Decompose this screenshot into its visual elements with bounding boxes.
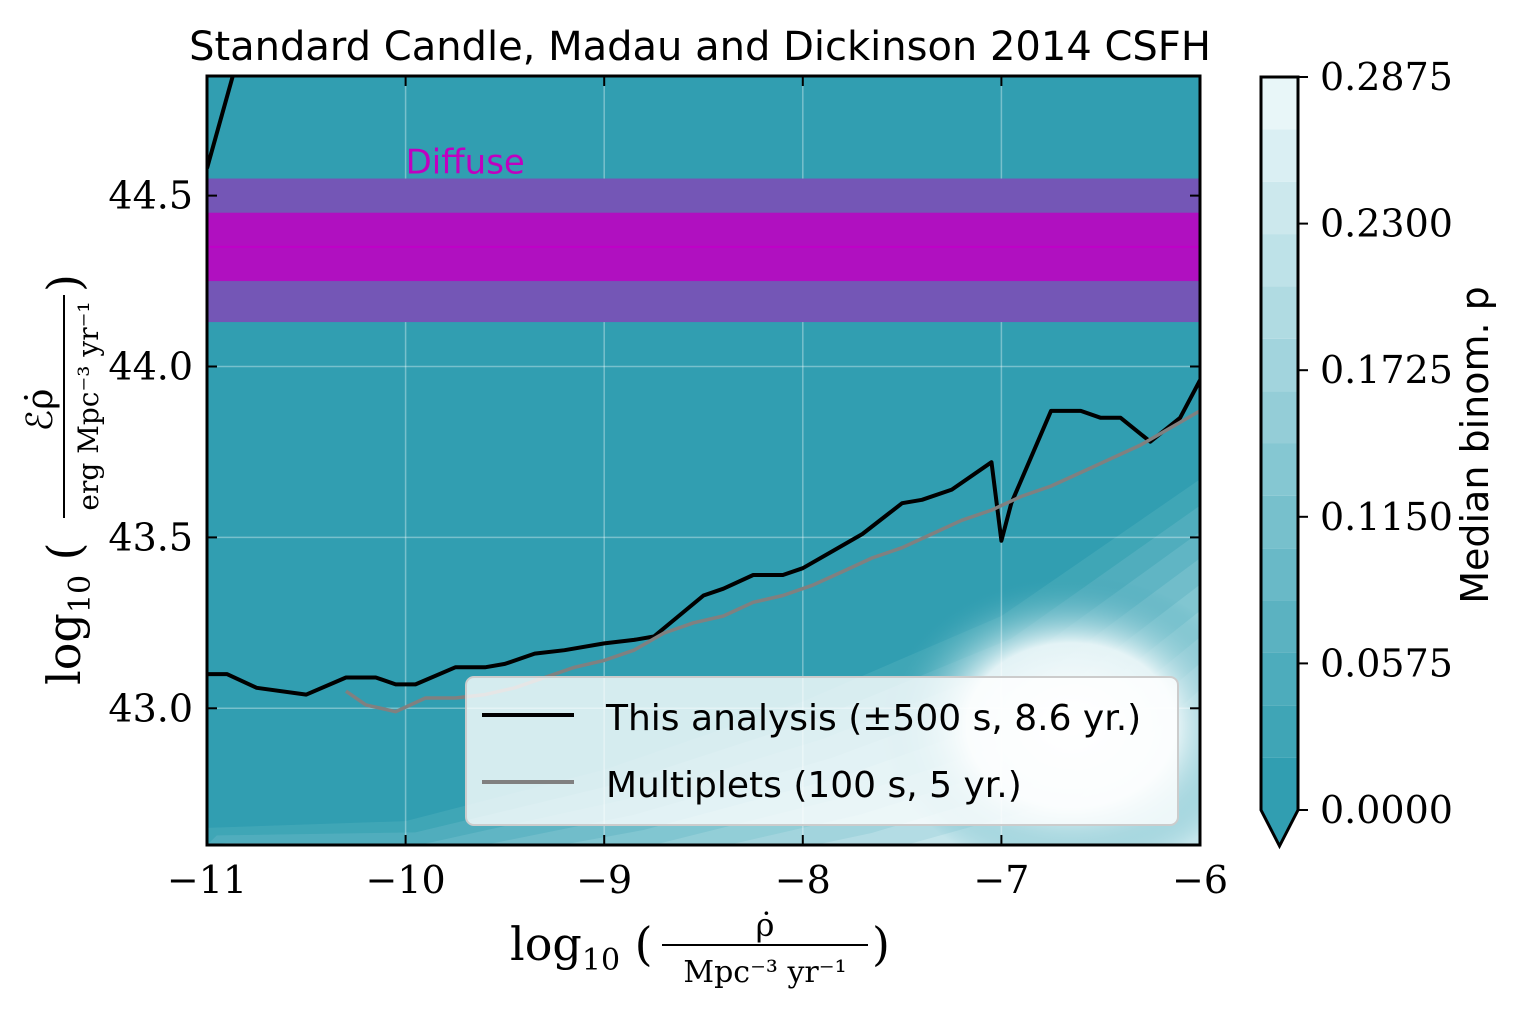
x-label-denominator: Mpc⁻³ yr⁻¹ bbox=[683, 955, 846, 990]
x-tick-label: −7 bbox=[973, 858, 1029, 902]
svg-text:): ) bbox=[37, 274, 91, 292]
y-label-log: log bbox=[37, 613, 91, 685]
colorbar-label: Median binom. p bbox=[1453, 286, 1497, 604]
legend-box bbox=[465, 676, 1179, 826]
svg-text:log10 (: log10 ( bbox=[510, 917, 653, 978]
colorbar-tick-label: 0.1725 bbox=[1320, 348, 1453, 392]
x-axis-label: log10 ( ρ̇ Mpc⁻³ yr⁻¹ ) bbox=[510, 906, 890, 990]
colorbar-level bbox=[1261, 757, 1298, 810]
series-line-this-analysis bbox=[207, 379, 1200, 697]
diffuse-band bbox=[207, 178, 1200, 323]
colorbar-level bbox=[1261, 705, 1298, 758]
svg-text:): ) bbox=[872, 917, 890, 971]
series-line-upper-segment bbox=[207, 76, 235, 169]
colorbar-level bbox=[1261, 391, 1298, 444]
diffuse-label: Diffuse bbox=[406, 142, 525, 182]
colorbar-tick-label: 0.0575 bbox=[1320, 641, 1453, 685]
x-axis: −11 −10 −9 −8 −7 −6 bbox=[167, 76, 1228, 902]
svg-text:log10 (: log10 ( bbox=[37, 542, 98, 685]
legend: This analysis (±500 s, 8.6 yr.) Multiple… bbox=[465, 676, 1179, 826]
colorbar-level bbox=[1261, 77, 1298, 130]
y-label-sub: 10 bbox=[63, 575, 98, 613]
colorbar-level bbox=[1261, 600, 1298, 653]
colorbar-level bbox=[1261, 443, 1298, 496]
colorbar-level bbox=[1261, 652, 1298, 706]
colorbar-frame bbox=[1259, 75, 1300, 850]
colorbar-level bbox=[1261, 181, 1298, 235]
colorbar-level bbox=[1261, 495, 1298, 549]
colorbar-tick-label: 0.2875 bbox=[1320, 55, 1453, 99]
x-tick-label: −9 bbox=[576, 858, 632, 902]
colorbar-level bbox=[1261, 286, 1298, 339]
y-tick-label: 43.0 bbox=[108, 686, 193, 730]
x-label-log: log bbox=[510, 917, 582, 971]
y-tick-label: 43.5 bbox=[108, 515, 193, 559]
colorbar-level bbox=[1261, 129, 1298, 182]
x-tick-label: −8 bbox=[775, 858, 831, 902]
y-label-denominator: erg Mpc⁻³ yr⁻¹ bbox=[72, 301, 105, 510]
x-tick-label: −11 bbox=[167, 858, 247, 902]
colorbar-level bbox=[1261, 338, 1298, 392]
y-axis: 43.0 43.5 44.0 44.5 bbox=[108, 174, 1200, 730]
x-tick-label: −6 bbox=[1172, 858, 1228, 902]
x-label-numerator: ρ̇ bbox=[756, 906, 775, 944]
x-tick-label: −10 bbox=[365, 858, 445, 902]
colorbar-tick-label: 0.1150 bbox=[1320, 495, 1453, 539]
y-label-numerator: ℰρ̇ bbox=[20, 389, 61, 432]
colorbar-extend-min bbox=[1261, 810, 1298, 846]
colorbar-level bbox=[1261, 548, 1298, 601]
colorbar-tick-label: 0.0000 bbox=[1320, 788, 1453, 832]
legend-label-this-analysis: This analysis (±500 s, 8.6 yr.) bbox=[605, 698, 1141, 739]
colorbar: 0.0000 0.0575 0.1150 0.1725 0.2300 0.2875 bbox=[1259, 55, 1453, 850]
colorbar-tick-label: 0.2300 bbox=[1320, 202, 1453, 246]
y-tick-label: 44.0 bbox=[108, 345, 193, 389]
y-tick-label: 44.5 bbox=[108, 174, 193, 218]
colorbar-level bbox=[1261, 234, 1298, 287]
chart-title: Standard Candle, Madau and Dickinson 201… bbox=[189, 24, 1211, 70]
x-label-sub: 10 bbox=[582, 943, 620, 978]
y-axis-label: log10 ( ℰρ̇ erg Mpc⁻³ yr⁻¹ ) bbox=[20, 274, 105, 685]
plot-frame bbox=[205, 74, 1202, 847]
legend-label-multiplets: Multiplets (100 s, 5 yr.) bbox=[606, 765, 1022, 806]
